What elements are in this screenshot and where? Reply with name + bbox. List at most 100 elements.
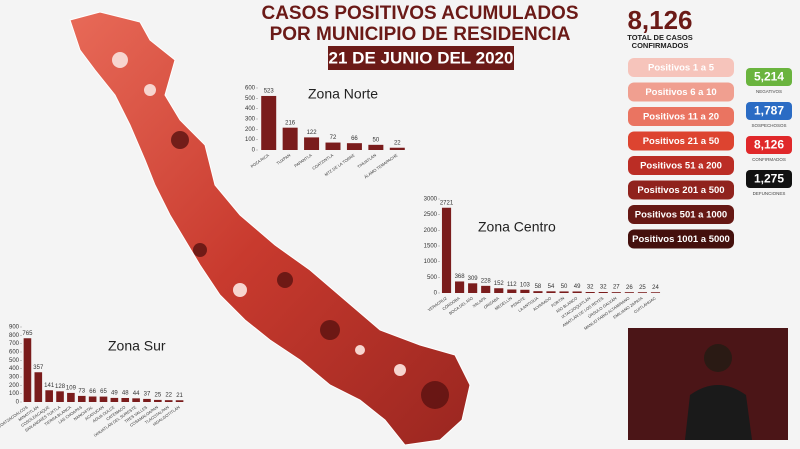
interpreter-body xyxy=(685,385,752,440)
date: 21 DE JUNIO DEL 2020 xyxy=(329,48,514,67)
y-tick-label: 700 xyxy=(9,341,20,347)
legend-label: Positivos 21 a 50 xyxy=(643,136,720,147)
y-tick-label: 300 xyxy=(245,117,256,123)
legend-label: Positivos 1 a 5 xyxy=(648,63,715,74)
bar xyxy=(99,396,108,402)
legend-label: Positivos 1001 a 5000 xyxy=(632,234,730,245)
interpreter-head xyxy=(704,344,732,372)
bar xyxy=(346,143,362,150)
value-label: 112 xyxy=(507,282,517,288)
stat-box xyxy=(746,102,792,120)
bar xyxy=(507,289,517,293)
value-label: 228 xyxy=(481,278,492,284)
value-label: 357 xyxy=(33,365,44,371)
value-label: 58 xyxy=(535,284,542,290)
legend-label: Positivos 201 a 500 xyxy=(637,185,724,196)
y-tick-label: 200 xyxy=(245,127,256,133)
bar xyxy=(546,291,556,293)
bar xyxy=(132,398,140,402)
bar xyxy=(389,147,405,150)
bar xyxy=(23,338,32,402)
map-light xyxy=(112,52,406,376)
bar xyxy=(650,292,661,293)
value-label: 22 xyxy=(165,393,172,399)
value-label: 765 xyxy=(22,331,33,337)
total-label: TOTAL DE CASOS CONFIRMADOS xyxy=(627,34,693,50)
stat-box xyxy=(746,68,792,86)
legend-label: Positivos 6 a 10 xyxy=(645,87,716,98)
bar xyxy=(45,390,53,402)
value-label: 128 xyxy=(55,384,66,390)
bar xyxy=(143,398,151,402)
chart-title: Zona Centro xyxy=(478,219,556,235)
legend-box xyxy=(628,58,734,77)
stat-label: CONFIRMADOS xyxy=(752,157,786,162)
value-label: 2721 xyxy=(440,200,454,206)
y-tick-label: 2500 xyxy=(424,212,438,218)
y-tick-label: 100 xyxy=(245,137,256,143)
bar xyxy=(611,292,621,293)
value-label: 25 xyxy=(639,285,646,291)
y-tick-label: 500 xyxy=(9,358,20,364)
legend-box xyxy=(628,229,734,249)
y-tick-label: 0 xyxy=(252,148,256,154)
value-label: 32 xyxy=(587,285,594,291)
stat-label: NEGATIVOS xyxy=(756,89,782,94)
value-label: 27 xyxy=(613,285,620,291)
y-tick-label: 400 xyxy=(9,366,20,372)
bar xyxy=(637,292,647,293)
date-box xyxy=(328,46,514,70)
bar xyxy=(304,137,320,150)
value-label: 32 xyxy=(600,285,607,291)
legend-box xyxy=(628,205,734,224)
legend-box xyxy=(628,180,734,200)
legend-label: Positivos 501 a 1000 xyxy=(635,210,727,221)
total-label-box: TOTAL DE CASOS CONFIRMADOS xyxy=(627,34,693,50)
bar xyxy=(175,400,184,402)
legend-box xyxy=(628,82,734,102)
bar xyxy=(585,291,595,293)
stat-value: 1,275 xyxy=(754,172,784,186)
value-label: 49 xyxy=(574,284,581,290)
value-label: 109 xyxy=(66,385,77,391)
y-tick-label: 500 xyxy=(245,96,256,102)
y-tick-label: 900 xyxy=(9,325,20,331)
bar xyxy=(481,285,491,293)
legend-box xyxy=(628,131,734,151)
value-label: 54 xyxy=(548,284,555,290)
bar xyxy=(559,291,569,293)
stat-label: SOSPECHOSOS xyxy=(751,123,786,128)
bar xyxy=(56,391,64,402)
bar xyxy=(34,372,43,402)
y-tick-label: 1000 xyxy=(424,259,438,265)
bar xyxy=(325,142,341,150)
title-line1: CASOS POSITIVOS ACUMULADOS xyxy=(261,3,578,24)
stat-box xyxy=(746,170,792,188)
value-label: 21 xyxy=(176,393,183,399)
value-label: 122 xyxy=(307,130,318,136)
value-label: 22 xyxy=(394,140,401,146)
bar xyxy=(533,291,543,293)
y-tick-label: 800 xyxy=(9,333,20,339)
y-tick-label: 0 xyxy=(16,400,20,406)
value-label: 523 xyxy=(264,89,275,95)
bar xyxy=(468,283,478,293)
value-label: 73 xyxy=(78,388,85,394)
bar xyxy=(572,291,582,293)
y-tick-label: 600 xyxy=(245,86,256,92)
bar xyxy=(88,396,97,402)
bar xyxy=(455,281,465,293)
y-tick-label: 0 xyxy=(434,291,438,297)
title-line2: POR MUNICIPIO DE RESIDENCIA xyxy=(270,24,571,45)
x-tick-label: PAPANTLA xyxy=(293,152,313,168)
y-tick-label: 400 xyxy=(245,106,256,112)
legend-box xyxy=(628,107,734,126)
value-label: 50 xyxy=(561,284,568,290)
value-label: 65 xyxy=(100,389,107,395)
legend-box xyxy=(628,156,734,175)
value-label: 37 xyxy=(144,391,151,397)
value-label: 25 xyxy=(154,392,161,398)
stat-label: DEFUNCIONES xyxy=(753,191,786,196)
